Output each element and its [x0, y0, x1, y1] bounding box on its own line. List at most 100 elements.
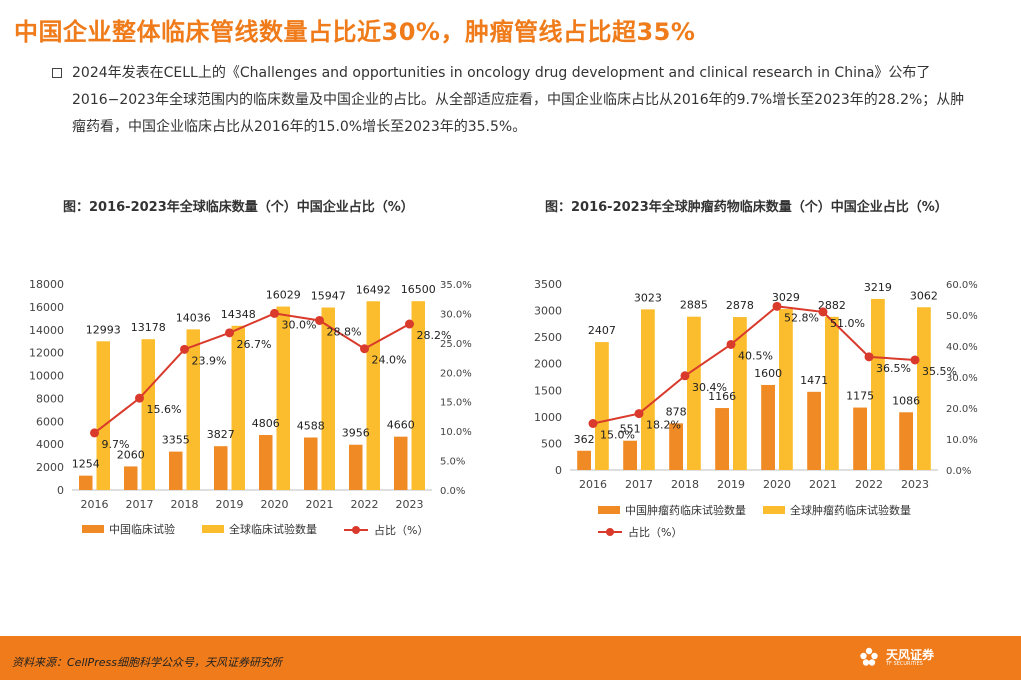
chart2-ratio-label: 36.5%	[876, 362, 911, 375]
chart2-bar-china	[853, 407, 867, 470]
chart2-y2tick-label: 30.0%	[946, 373, 978, 384]
chart2-ratio-label: 18.2%	[646, 419, 681, 432]
chart1-xtick-label: 2020	[261, 498, 289, 511]
bullet-square-icon	[52, 68, 62, 78]
chart2-legend-global-label: 全球肿瘤药临床试验数量	[790, 503, 911, 517]
chart2-global-value-label: 3219	[864, 281, 892, 294]
chart2-china-value-label: 1600	[754, 367, 782, 380]
chart2-ytick-label: 2500	[534, 331, 562, 344]
chart1-legend-global-swatch	[202, 525, 224, 533]
chart2-xtick-label: 2020	[763, 478, 791, 491]
chart1-y2tick-label: 15.0%	[440, 398, 472, 409]
chart1-ratio-label: 24.0%	[372, 354, 407, 367]
chart1-global-value-label: 16492	[356, 283, 391, 296]
chart2-xtick-label: 2016	[579, 478, 607, 491]
chart2-bar-global	[687, 316, 701, 470]
brand-logo: 天风证券 TF SECURITIES	[858, 644, 948, 672]
chart2-ratio-point	[818, 307, 828, 317]
chart2-ratio-label: 52.8%	[784, 311, 819, 324]
chart1-ratio-point	[90, 428, 99, 438]
chart1-china-value-label: 4660	[387, 419, 415, 432]
intro-paragraph: 2024年发表在CELL上的《Challenges and opportunit…	[72, 65, 965, 135]
chart1-ratio-label: 28.8%	[327, 325, 362, 338]
chart2-ytick-label: 0	[555, 464, 562, 477]
chart1-bar-china	[349, 444, 363, 490]
chart1-y2tick-label: 10.0%	[440, 427, 472, 438]
chart2-y2tick-label: 0.0%	[946, 466, 971, 477]
chart1-china-value-label: 3956	[342, 427, 370, 440]
chart2-legend-china-swatch	[598, 506, 620, 514]
chart2-bar-china	[715, 408, 729, 470]
chart2-global-value-label: 2885	[680, 299, 708, 312]
chart2-svg: 0 500 1000 1500 2000 2500 3000 3500 0.0% 10.0% 20.…	[534, 278, 978, 539]
chart1-xtick-label: 2018	[171, 498, 199, 511]
chart1-bar-china	[169, 451, 183, 490]
chart2-china-value-label: 1471	[800, 374, 828, 387]
chart2-global-value-label: 3029	[772, 291, 800, 304]
chart2-bar-china	[899, 412, 913, 470]
chart1-china-value-label: 2060	[117, 448, 145, 461]
chart1-global-value-label: 16500	[401, 283, 436, 296]
chart2-legend-ratio-marker	[606, 528, 614, 536]
chart2-ratio-point	[864, 352, 874, 362]
chart2-china-value-label: 1166	[708, 390, 736, 403]
chart1-ytick-label: 0	[57, 484, 64, 497]
chart2-global-value-label: 2407	[588, 324, 616, 337]
chart2-ratio-line	[592, 305, 916, 425]
chart2-bar-china	[577, 450, 591, 470]
chart2-bar-global	[917, 307, 931, 470]
chart1-global-value-label: 12993	[86, 323, 121, 336]
chart2-ratio-label: 35.5%	[922, 365, 957, 378]
chart1-legend-global-label: 全球临床试验数量	[229, 522, 317, 536]
chart1-ytick-label: 10000	[29, 370, 64, 383]
chart1-ytick-label: 12000	[29, 347, 64, 360]
chart1-ytick-label: 18000	[29, 278, 64, 291]
chart1-ytick-label: 6000	[36, 415, 64, 428]
chart1-ytick-label: 16000	[29, 301, 64, 314]
chart1-legend-china-swatch	[82, 525, 104, 533]
chart1-bar-china	[304, 437, 318, 490]
chart1-china-value-label: 1254	[72, 458, 100, 471]
chart2-ratio-point	[588, 419, 598, 428]
chart1-bar-china	[214, 446, 228, 490]
chart2-ratio-label: 30.4%	[692, 381, 727, 394]
flower-logo-icon	[860, 647, 878, 666]
chart2-xtick-label: 2018	[671, 478, 699, 491]
chart2-y2tick-label: 10.0%	[946, 435, 978, 446]
chart2-ytick-label: 1500	[534, 384, 562, 397]
chart2-bar-china	[623, 440, 637, 470]
chart2-china-value-label: 551	[620, 423, 641, 436]
chart1-xtick-label: 2016	[81, 498, 109, 511]
chart1-ratio-label: 15.6%	[147, 403, 182, 416]
chart1-bar-global	[411, 301, 425, 490]
chart1-ratio-point	[135, 393, 144, 403]
chart2-ytick-label: 500	[541, 437, 562, 450]
chart1-global-value-label: 14348	[221, 308, 256, 321]
chart2-ytick-label: 3500	[534, 278, 562, 291]
chart1-global-value-label: 16029	[266, 289, 301, 302]
chart1-ratio-line	[93, 312, 410, 434]
chart1-xtick-label: 2021	[306, 498, 334, 511]
chart1-bar-china	[79, 475, 93, 490]
chart2-xtick-label: 2021	[809, 478, 837, 491]
chart2-ratio-point	[634, 409, 644, 419]
chart2-y2tick-label: 50.0%	[946, 311, 978, 322]
chart1-ytick-label: 2000	[36, 461, 64, 474]
chart1-bar-global	[366, 301, 380, 490]
chart2-bar-global	[825, 316, 839, 470]
chart2-ratio-label: 40.5%	[738, 349, 773, 362]
chart1-bar-global	[186, 329, 200, 490]
chart1-title: 图：2016-2023年全球临床数量（个）中国企业占比（%）	[63, 200, 414, 215]
chart2-bar-china	[669, 423, 683, 470]
chart2-china-value-label: 1086	[892, 394, 920, 407]
chart2-xtick-label: 2022	[855, 478, 883, 491]
chart1-xtick-label: 2017	[126, 498, 154, 511]
chart2-ratio-label: 51.0%	[830, 317, 865, 330]
chart1-svg: 0 2000 4000 6000 8000 10000 12000 14000 16000 180…	[29, 278, 472, 537]
chart1-y2tick-label: 0.0%	[440, 486, 465, 497]
chart1-bar-china	[124, 466, 138, 490]
chart1-global-value-label: 13178	[131, 321, 166, 334]
chart2-ratio-point	[772, 301, 782, 311]
chart2-global-value-label: 3062	[910, 289, 938, 302]
chart2-bar-global	[779, 309, 793, 470]
